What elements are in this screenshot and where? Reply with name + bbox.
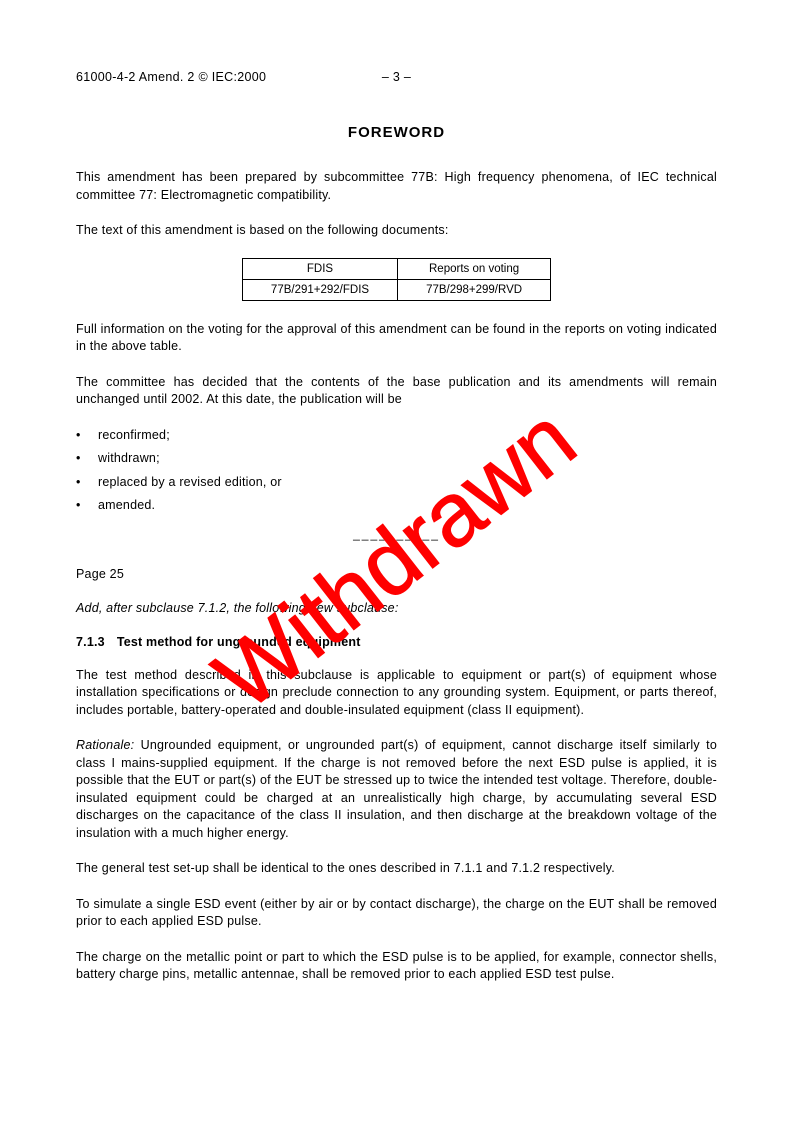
doc-reference: 61000-4-2 Amend. 2 © IEC:2000 <box>76 70 266 84</box>
foreword-paragraph-4: The committee has decided that the conte… <box>76 374 717 409</box>
list-item: • replaced by a revised edition, or <box>76 474 717 492</box>
table-header-fdis: FDIS <box>242 258 397 279</box>
bullet-text: amended. <box>98 497 155 515</box>
table-cell-reports: 77B/298+299/RVD <box>398 279 551 300</box>
foreword-paragraph-3: Full information on the voting for the a… <box>76 321 717 356</box>
amendment-paragraph-5: The charge on the metallic point or part… <box>76 949 717 984</box>
bullet-list: • reconfirmed; • withdrawn; • replaced b… <box>76 427 717 515</box>
subclause-heading: 7.1.3 Test method for ungrounded equipmen… <box>76 635 717 649</box>
section-divider: __________ <box>76 527 717 541</box>
bullet-icon: • <box>76 450 98 468</box>
table-row: 77B/291+292/FDIS 77B/298+299/RVD <box>242 279 550 300</box>
page-number: – 3 – <box>382 70 411 84</box>
bullet-text: reconfirmed; <box>98 427 170 445</box>
amendment-paragraph-4: To simulate a single ESD event (either b… <box>76 896 717 931</box>
bullet-icon: • <box>76 427 98 445</box>
subclause-title-text: Test method for ungrounded equipment <box>117 635 361 649</box>
page-header: 61000-4-2 Amend. 2 © IEC:2000 – 3 – <box>76 70 717 84</box>
bullet-text: replaced by a revised edition, or <box>98 474 282 492</box>
fdis-table-wrap: FDIS Reports on voting 77B/291+292/FDIS … <box>76 258 717 301</box>
list-item: • amended. <box>76 497 717 515</box>
amendment-instruction: Add, after subclause 7.1.2, the followin… <box>76 601 717 615</box>
fdis-table: FDIS Reports on voting 77B/291+292/FDIS … <box>242 258 551 301</box>
foreword-paragraph-2: The text of this amendment is based on t… <box>76 222 717 240</box>
bullet-icon: • <box>76 497 98 515</box>
table-row: FDIS Reports on voting <box>242 258 550 279</box>
foreword-heading: FOREWORD <box>76 124 717 141</box>
subclause-number: 7.1.3 <box>76 635 105 649</box>
bullet-text: withdrawn; <box>98 450 160 468</box>
table-header-reports: Reports on voting <box>398 258 551 279</box>
amendment-paragraph-3: The general test set-up shall be identic… <box>76 860 717 878</box>
table-cell-fdis: 77B/291+292/FDIS <box>242 279 397 300</box>
rationale-label: Rationale: <box>76 738 134 752</box>
foreword-paragraph-1: This amendment has been prepared by subc… <box>76 169 717 204</box>
page-reference: Page 25 <box>76 567 717 581</box>
list-item: • withdrawn; <box>76 450 717 468</box>
document-page: 61000-4-2 Amend. 2 © IEC:2000 – 3 – FORE… <box>0 0 793 1122</box>
rationale-text: Ungrounded equipment, or ungrounded part… <box>76 738 717 840</box>
amendment-paragraph-1: The test method described in this subcla… <box>76 667 717 720</box>
bullet-icon: • <box>76 474 98 492</box>
amendment-rationale: Rationale: Ungrounded equipment, or ungr… <box>76 737 717 842</box>
list-item: • reconfirmed; <box>76 427 717 445</box>
